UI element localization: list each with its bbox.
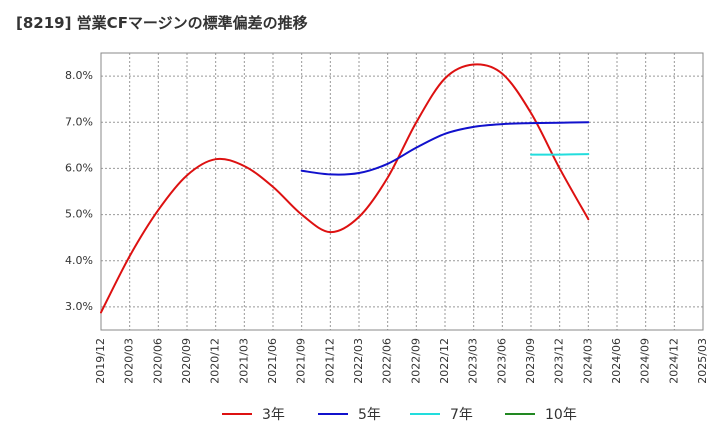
axes: 2019/12 2020/03 2020/06 2020/09 2020/12 2021/… <box>65 52 709 384</box>
x-tick-label: 2024/12 <box>667 338 680 384</box>
x-tick-label: 2023/06 <box>495 338 508 384</box>
x-tick-label: 2021/06 <box>266 338 279 384</box>
x-tick-label: 2022/06 <box>381 338 394 384</box>
x-tick-label: 2023/09 <box>524 338 537 384</box>
x-tick-label: 2022/03 <box>352 338 365 384</box>
legend-swatch <box>505 413 535 415</box>
legend-swatch <box>318 413 348 415</box>
plot-frame <box>100 52 704 331</box>
legend-label: 5年 <box>358 407 381 423</box>
y-tick-label: 8.0% <box>65 69 93 82</box>
legend-swatch <box>222 413 252 415</box>
legend-item: 7年 <box>410 404 473 424</box>
series-lines <box>100 63 590 314</box>
series-line-5年 <box>300 121 590 176</box>
x-tick-label: 2023/12 <box>553 338 566 384</box>
y-tick-label: 3.0% <box>65 300 93 313</box>
x-tick-label: 2019/12 <box>94 338 107 384</box>
legend-item: 3年 <box>222 404 285 424</box>
legend-item: 10年 <box>505 404 577 424</box>
x-tick-label: 2025/03 <box>696 338 709 384</box>
x-tick-label: 2022/09 <box>409 338 422 384</box>
y-tick-label: 6.0% <box>65 161 93 174</box>
legend-item: 5年 <box>318 404 381 424</box>
x-tick-label: 2020/06 <box>151 338 164 384</box>
x-tick-label: 2020/03 <box>123 338 136 384</box>
x-tick-label: 2020/12 <box>209 338 222 384</box>
x-tick-label: 2020/09 <box>180 338 193 384</box>
y-tick-label: 4.0% <box>65 254 93 267</box>
x-tick-label: 2022/12 <box>438 338 451 384</box>
chart-title: [8219] 営業CFマージンの標準偏差の推移 <box>16 14 308 32</box>
x-tick-label: 2024/03 <box>581 338 594 384</box>
legend-label: 3年 <box>262 407 285 423</box>
x-tick-label: 2021/03 <box>237 338 250 384</box>
grid <box>101 53 703 330</box>
legend-swatch <box>410 413 440 415</box>
y-tick-label: 5.0% <box>65 208 93 221</box>
legend-label: 10年 <box>545 407 577 423</box>
x-tick-label: 2021/12 <box>323 338 336 384</box>
x-tick-label: 2024/06 <box>610 338 623 384</box>
legend: 3年 5年 7年 10年 <box>0 404 720 424</box>
y-tick-label: 7.0% <box>65 115 93 128</box>
x-tick-label: 2023/03 <box>467 338 480 384</box>
series-line-3年 <box>100 63 590 314</box>
x-tick-label: 2024/09 <box>639 338 652 384</box>
x-tick-label: 2021/09 <box>295 338 308 384</box>
legend-label: 7年 <box>450 407 473 423</box>
